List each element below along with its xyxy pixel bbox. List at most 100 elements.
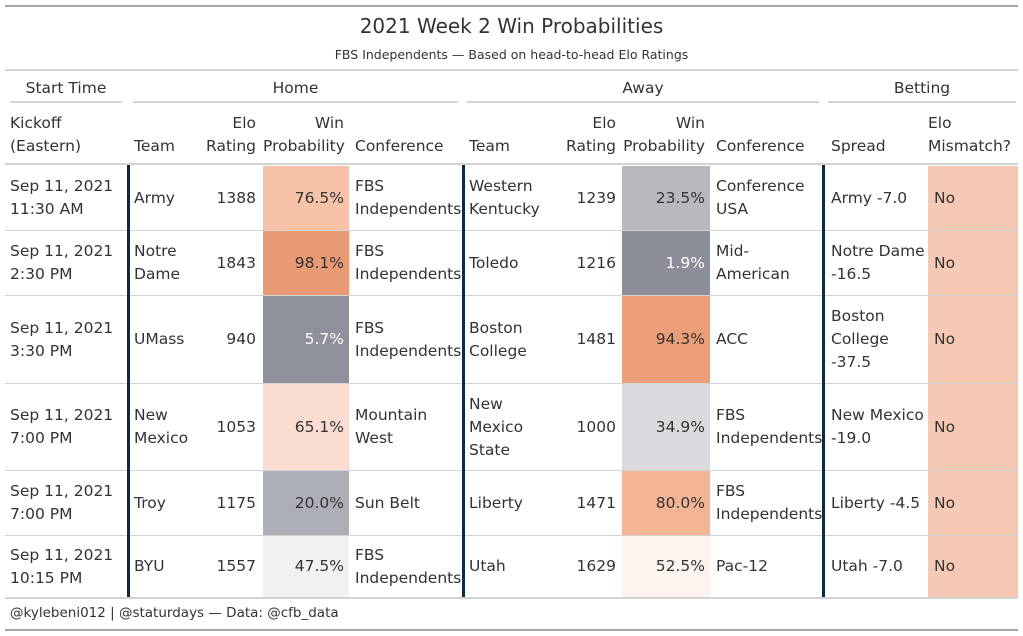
cell-away-elo: 1216	[576, 253, 616, 272]
cell-away-team: Liberty	[469, 493, 523, 512]
cell-kickoff: Sep 11, 2021 7:00 PM	[10, 482, 114, 523]
cell-away-prob: 34.9%	[622, 384, 710, 470]
cell-kickoff: Sep 11, 2021 10:15 PM	[10, 545, 114, 587]
cell-mismatch: No	[928, 384, 1018, 470]
cell-home-team: Army	[134, 188, 175, 207]
bottom-rule	[5, 629, 1018, 631]
cell-away-prob: 23.5%	[622, 166, 710, 230]
row-divider	[5, 295, 1018, 296]
header-rule	[5, 69, 1018, 71]
spanner-start-time: Start Time	[10, 77, 122, 103]
table-row: Sep 11, 2021 11:30 AM Army 1388 76.5% FBS In…	[0, 166, 1023, 230]
cell-home-team: UMass	[134, 330, 185, 348]
cell-home-conf: Mountain West	[355, 406, 428, 447]
column-header-away-prob: Win Probability	[623, 114, 705, 155]
cell-away-prob: 1.9%	[622, 231, 710, 295]
cell-home-elo: 940	[226, 330, 256, 348]
cell-mismatch: No	[928, 536, 1018, 597]
cell-spread: Boston College -37.5	[831, 307, 889, 371]
column-header-home-prob: Win Probability	[263, 114, 345, 155]
cell-away-prob: 80.0%	[622, 471, 710, 535]
column-header-away-team: Team	[469, 137, 510, 155]
row-divider	[5, 230, 1018, 231]
cell-kickoff: Sep 11, 2021 3:30 PM	[10, 318, 114, 360]
cell-home-conf: Sun Belt	[355, 493, 420, 512]
row-divider	[5, 535, 1018, 536]
table-row: Sep 11, 2021 7:00 PM New Mexico 1053 65.1% M…	[0, 384, 1023, 470]
cell-home-prob: 98.1%	[263, 231, 349, 295]
cell-away-team: Western Kentucky	[469, 177, 540, 218]
cell-away-team: New Mexico State	[469, 394, 524, 459]
cell-spread: Notre Dame -16.5	[831, 242, 925, 283]
cell-away-elo: 1481	[576, 330, 616, 348]
table-row: Sep 11, 2021 3:30 PM UMass 940 5.7% FBS Inde…	[0, 296, 1023, 383]
table-bottom-rule	[5, 597, 1018, 599]
spanner-start-time-label: Start Time	[25, 79, 107, 97]
cell-spread: Utah -7.0	[831, 557, 903, 575]
cell-mismatch: No	[928, 471, 1018, 535]
column-header-kickoff: Kickoff (Eastern)	[10, 114, 81, 155]
cell-kickoff: Sep 11, 2021 7:00 PM	[10, 406, 114, 447]
cell-home-conf: FBS Independents	[355, 177, 462, 218]
cell-away-prob: 52.5%	[622, 536, 710, 597]
column-header-away-elo: Elo Rating	[566, 114, 616, 155]
cell-spread: New Mexico -19.0	[831, 406, 924, 447]
cell-away-elo: 1000	[576, 417, 616, 436]
cell-away-conf: ACC	[716, 330, 748, 348]
group-divider-1	[127, 165, 130, 597]
cell-home-team: New Mexico	[134, 406, 189, 447]
cell-kickoff: Sep 11, 2021 11:30 AM	[10, 177, 114, 218]
cell-away-team: Utah	[469, 557, 506, 575]
spanner-betting-label: Betting	[893, 79, 951, 97]
cell-away-team: Boston College	[469, 318, 527, 360]
cell-away-team: Toledo	[469, 253, 519, 272]
column-header-mismatch: Elo Mismatch?	[928, 114, 1012, 155]
column-header-home-team: Team	[134, 137, 175, 155]
spanner-betting: Betting	[828, 77, 1016, 103]
spanner-home: Home	[133, 77, 458, 103]
spanner-away: Away	[467, 77, 819, 103]
cell-away-elo: 1471	[576, 493, 616, 512]
cell-home-prob: 5.7%	[263, 296, 349, 383]
group-divider-2	[462, 165, 465, 597]
top-rule	[5, 5, 1018, 7]
row-divider	[5, 383, 1018, 384]
cell-away-conf: FBS Independents	[716, 482, 823, 523]
cell-away-conf: FBS Independents	[716, 406, 823, 447]
cell-spread: Liberty -4.5	[831, 493, 921, 512]
cell-away-prob: 94.3%	[622, 296, 710, 383]
cell-mismatch: No	[928, 296, 1018, 383]
row-divider	[5, 470, 1018, 471]
cell-mismatch: No	[928, 231, 1018, 295]
spanner-home-label: Home	[272, 79, 319, 97]
cell-away-conf: Mid- American	[716, 242, 790, 283]
cell-home-team: Troy	[134, 493, 166, 512]
cell-away-elo: 1629	[576, 557, 616, 575]
cell-home-prob: 47.5%	[263, 536, 349, 597]
cell-home-elo: 1388	[216, 188, 256, 207]
source-note: @kylebeni012 | @staturdays — Data: @cfb_…	[10, 605, 339, 621]
cell-home-elo: 1557	[216, 557, 256, 575]
cell-home-conf: FBS Independents	[355, 242, 462, 283]
table-row: Sep 11, 2021 10:15 PM BYU 1557 47.5% FBS Ind…	[0, 536, 1023, 597]
column-header-away-conf: Conference	[716, 137, 805, 155]
table-subtitle: FBS Independents — Based on head-to-head…	[334, 47, 689, 62]
cell-home-elo: 1175	[216, 493, 256, 512]
spanner-away-label: Away	[622, 79, 664, 97]
cell-away-conf: Conference USA	[716, 177, 805, 218]
cell-spread: Army -7.0	[831, 188, 908, 207]
group-divider-3	[822, 165, 825, 597]
column-header-home-conf: Conference	[355, 137, 444, 155]
column-header-home-elo: Elo Rating	[206, 114, 256, 155]
cell-home-elo: 1053	[216, 417, 256, 436]
cell-home-elo: 1843	[216, 253, 256, 272]
cell-away-conf: Pac-12	[716, 557, 768, 575]
cell-home-conf: FBS Independents	[355, 318, 462, 360]
cell-home-conf: FBS Independents	[355, 545, 462, 587]
cell-home-team: Notre Dame	[134, 242, 181, 283]
table-row: Sep 11, 2021 2:30 PM Notre Dame 1843 98.1% F…	[0, 231, 1023, 295]
table-row: Sep 11, 2021 7:00 PM Troy 1175 20.0% Sun Bel…	[0, 471, 1023, 535]
cell-home-team: BYU	[134, 557, 165, 575]
cell-home-prob: 65.1%	[263, 384, 349, 470]
cell-home-prob: 76.5%	[263, 166, 349, 230]
